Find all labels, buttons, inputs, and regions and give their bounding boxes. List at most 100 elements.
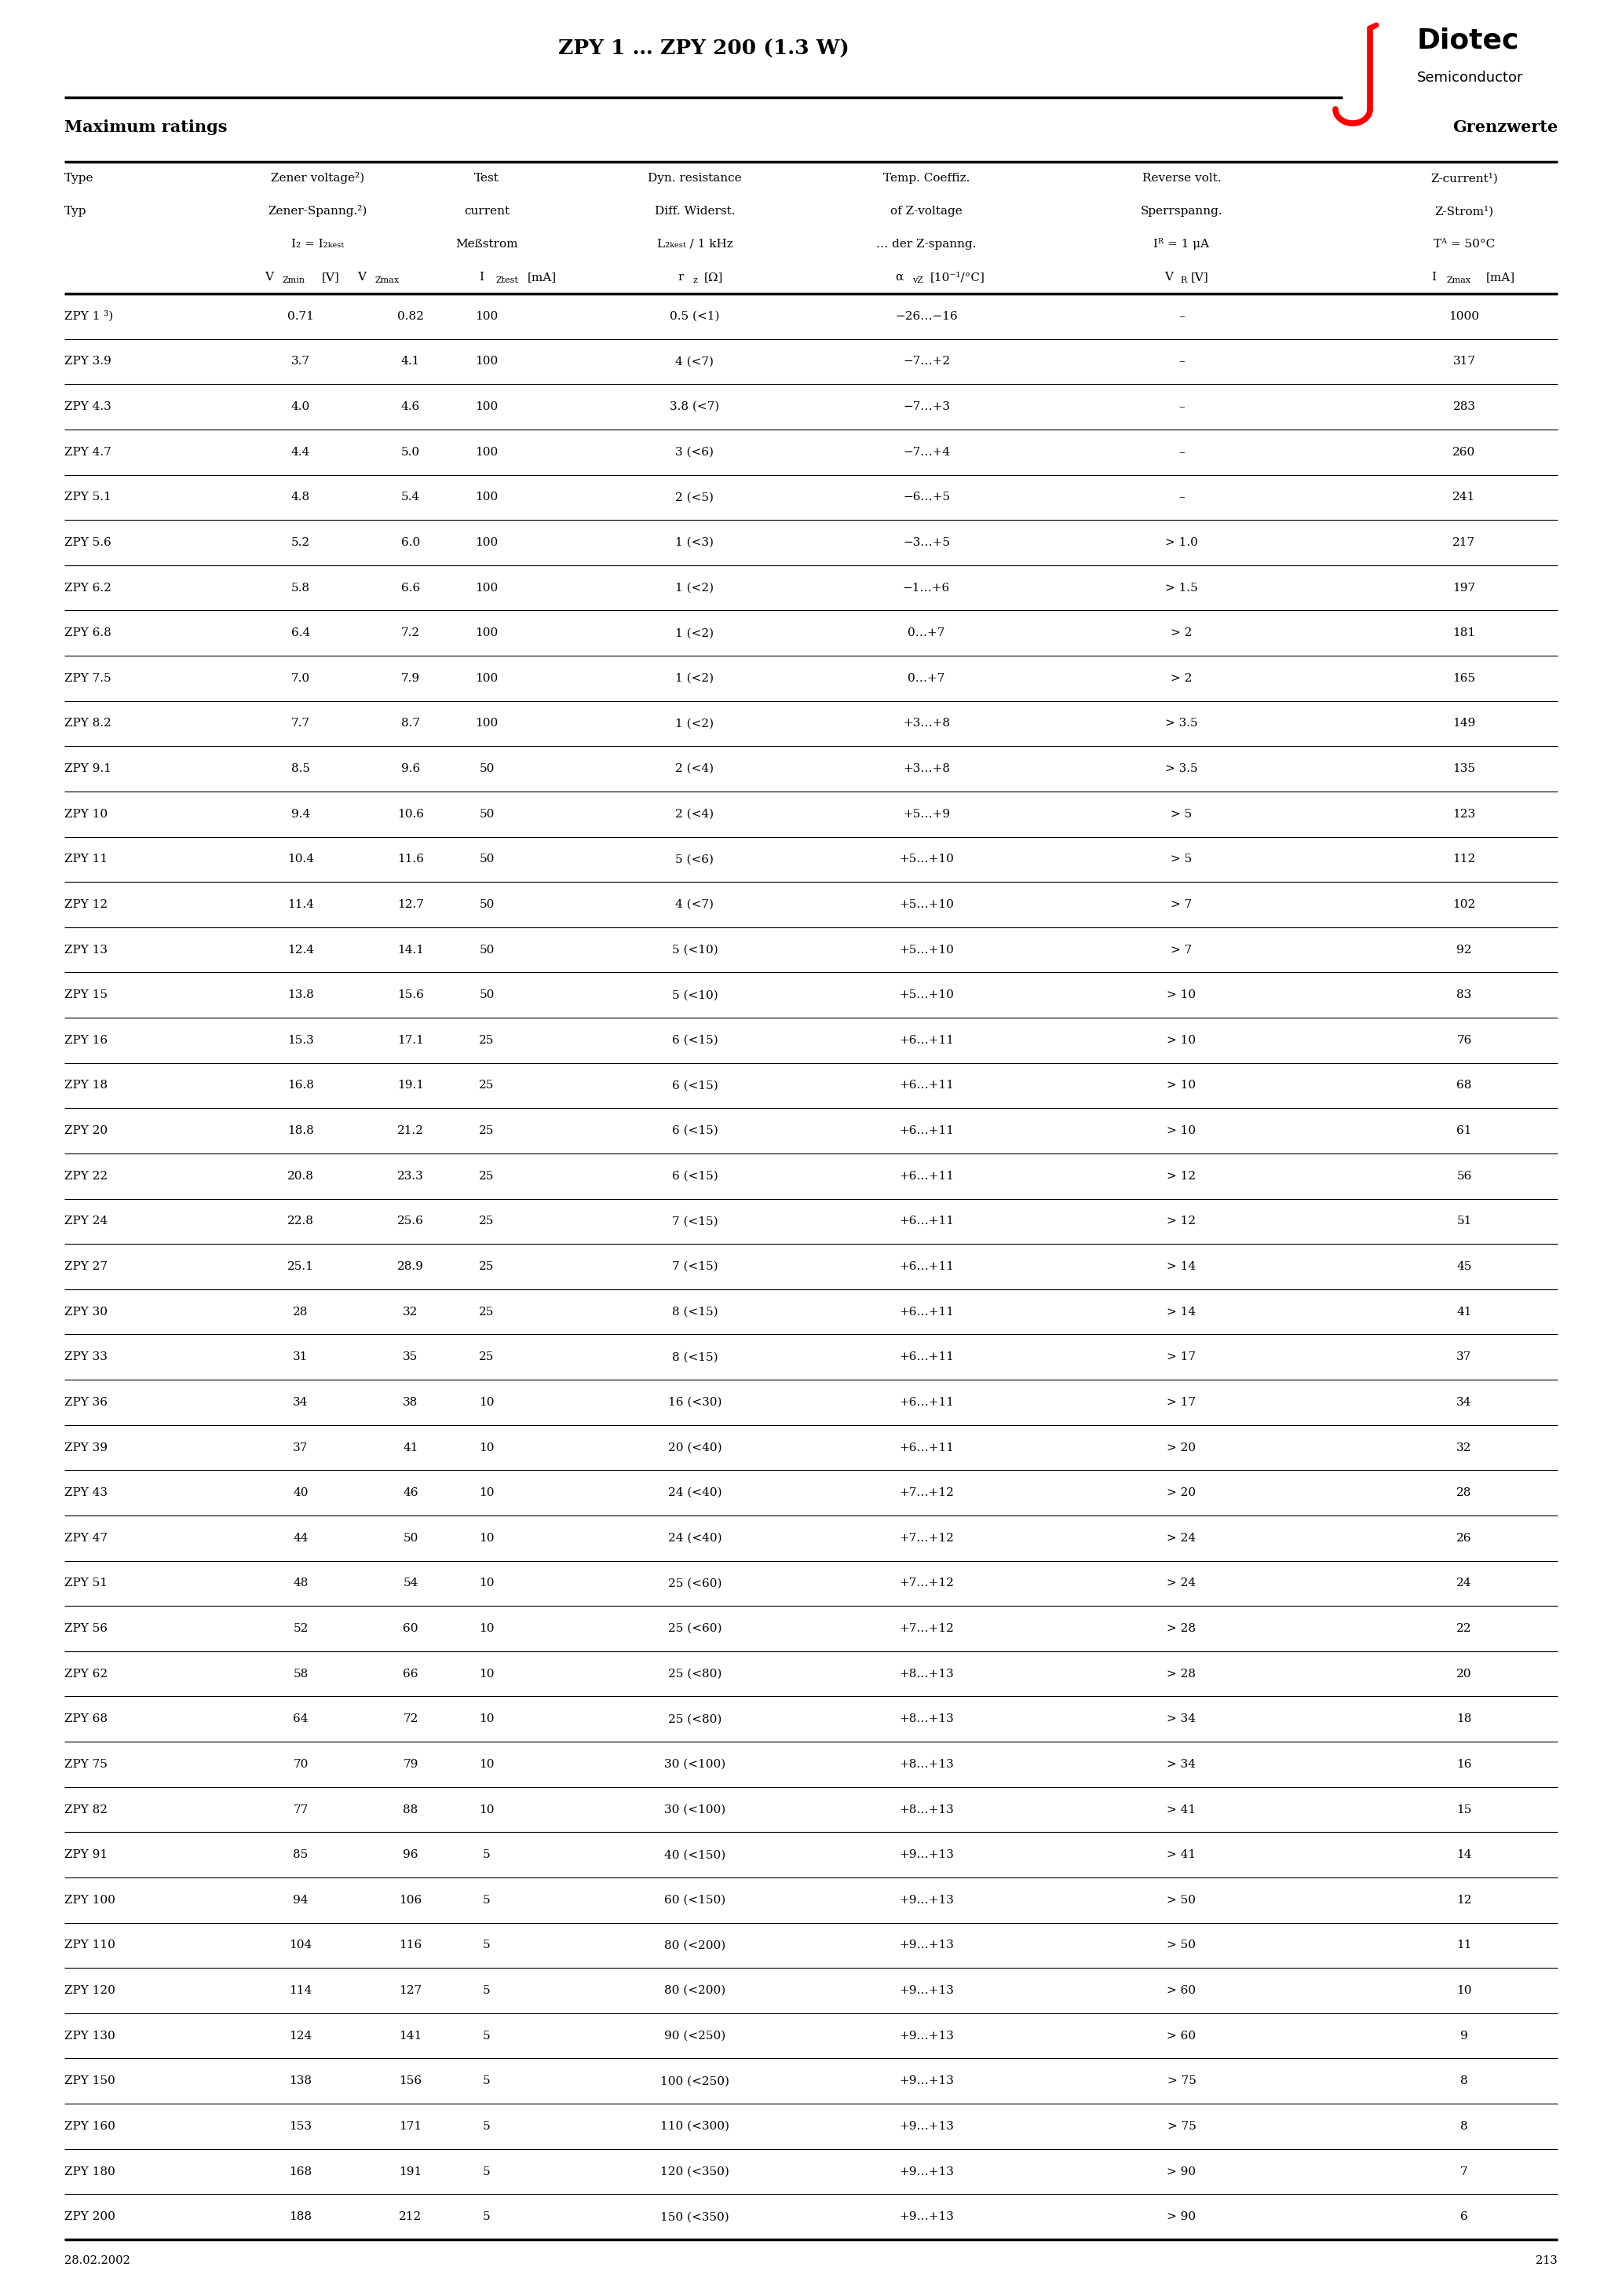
- Text: 100: 100: [475, 310, 498, 321]
- Text: +3…+8: +3…+8: [903, 719, 950, 730]
- Text: 212: 212: [399, 2211, 422, 2223]
- Text: ZPY 10: ZPY 10: [65, 808, 107, 820]
- Text: 8: 8: [1460, 2122, 1468, 2131]
- Text: ZPY 9.1: ZPY 9.1: [65, 762, 112, 774]
- Text: 83: 83: [1457, 990, 1471, 1001]
- Text: 10: 10: [478, 1442, 495, 1453]
- Text: Tᴬ = 50°C: Tᴬ = 50°C: [1434, 239, 1495, 250]
- Text: 24: 24: [1457, 1577, 1471, 1589]
- Text: 171: 171: [399, 2122, 422, 2131]
- Text: > 10: > 10: [1166, 1125, 1195, 1137]
- Text: −7…+4: −7…+4: [903, 445, 950, 457]
- Text: L₂ₖₑₛₜ / 1 kHz: L₂ₖₑₛₜ / 1 kHz: [657, 239, 733, 250]
- Text: 5 (<10): 5 (<10): [672, 990, 719, 1001]
- Text: z: z: [693, 276, 697, 285]
- Text: ZPY 5.6: ZPY 5.6: [65, 537, 112, 549]
- Text: 22.8: 22.8: [287, 1217, 315, 1226]
- Text: Temp. Coeffiz.: Temp. Coeffiz.: [882, 172, 970, 184]
- Text: 22: 22: [1457, 1623, 1471, 1635]
- Text: +6…+11: +6…+11: [899, 1125, 954, 1137]
- Text: > 90: > 90: [1166, 2211, 1195, 2223]
- Text: 88: 88: [402, 1805, 418, 1816]
- Text: > 60: > 60: [1166, 1986, 1195, 1995]
- Text: ZPY 30: ZPY 30: [65, 1306, 107, 1318]
- Text: 10: 10: [478, 1805, 495, 1816]
- Text: –: –: [1179, 445, 1184, 457]
- Text: 52: 52: [294, 1623, 308, 1635]
- Text: ZPY 13: ZPY 13: [65, 944, 107, 955]
- Text: 12.7: 12.7: [397, 900, 423, 909]
- Text: 34: 34: [1457, 1396, 1471, 1407]
- Text: Diff. Widerst.: Diff. Widerst.: [655, 207, 735, 216]
- Text: 61: 61: [1457, 1125, 1471, 1137]
- Text: 16.8: 16.8: [287, 1079, 315, 1091]
- Text: 25 (<80): 25 (<80): [668, 1669, 722, 1678]
- Text: vZ: vZ: [912, 276, 923, 285]
- Text: 31: 31: [294, 1352, 308, 1362]
- Text: 25: 25: [478, 1171, 495, 1182]
- Text: ZPY 16: ZPY 16: [65, 1035, 107, 1045]
- Text: 5: 5: [483, 1940, 490, 1952]
- Text: −7…+2: −7…+2: [903, 356, 950, 367]
- Text: 50: 50: [402, 1531, 418, 1543]
- Text: −6…+5: −6…+5: [903, 491, 950, 503]
- Text: 77: 77: [294, 1805, 308, 1816]
- Text: 66: 66: [402, 1669, 418, 1678]
- Text: 25: 25: [478, 1352, 495, 1362]
- Text: 32: 32: [1457, 1442, 1471, 1453]
- Text: 5: 5: [483, 2211, 490, 2223]
- Text: ZPY 43: ZPY 43: [65, 1488, 107, 1499]
- Text: Zmax: Zmax: [1447, 276, 1471, 285]
- Text: 50: 50: [478, 808, 495, 820]
- Text: 85: 85: [294, 1848, 308, 1860]
- Text: +5…+10: +5…+10: [899, 854, 954, 866]
- Text: 6: 6: [1460, 2211, 1468, 2223]
- Text: 50: 50: [478, 762, 495, 774]
- Text: 0.82: 0.82: [397, 310, 423, 321]
- Text: 79: 79: [402, 1759, 418, 1770]
- Text: 2 (<5): 2 (<5): [676, 491, 714, 503]
- Text: 10: 10: [478, 1531, 495, 1543]
- Text: +8…+13: +8…+13: [899, 1805, 954, 1816]
- Text: +3…+8: +3…+8: [903, 762, 950, 774]
- Text: ZPY 150: ZPY 150: [65, 2076, 115, 2087]
- Text: 2 (<4): 2 (<4): [675, 808, 714, 820]
- Text: 5.2: 5.2: [292, 537, 310, 549]
- Text: 1 (<3): 1 (<3): [676, 537, 714, 549]
- Text: ZPY 100: ZPY 100: [65, 1894, 115, 1906]
- Text: > 20: > 20: [1166, 1442, 1195, 1453]
- Text: Iᴿ = 1 μA: Iᴿ = 1 μA: [1153, 239, 1210, 250]
- Text: 76: 76: [1457, 1035, 1471, 1045]
- Text: −1…+6: −1…+6: [903, 583, 950, 592]
- Text: +5…+10: +5…+10: [899, 944, 954, 955]
- Text: 5: 5: [483, 1848, 490, 1860]
- Text: 0…+7: 0…+7: [908, 627, 946, 638]
- Text: +9…+13: +9…+13: [899, 2165, 954, 2177]
- Text: ZPY 6.2: ZPY 6.2: [65, 583, 112, 592]
- Text: I: I: [1431, 271, 1435, 282]
- Text: 11.6: 11.6: [397, 854, 423, 866]
- Text: > 60: > 60: [1166, 2030, 1195, 2041]
- Text: [V]: [V]: [321, 271, 339, 282]
- Text: 5: 5: [483, 2122, 490, 2131]
- Text: 17.1: 17.1: [397, 1035, 423, 1045]
- Text: 25: 25: [478, 1035, 495, 1045]
- Text: ZPY 22: ZPY 22: [65, 1171, 107, 1182]
- Text: > 24: > 24: [1166, 1531, 1195, 1543]
- Text: +7…+12: +7…+12: [899, 1623, 954, 1635]
- Text: I₂ = I₂ₖₑₛₜ: I₂ = I₂ₖₑₛₜ: [292, 239, 344, 250]
- Text: 20.8: 20.8: [287, 1171, 315, 1182]
- Text: > 41: > 41: [1166, 1848, 1195, 1860]
- Text: ZPY 200: ZPY 200: [65, 2211, 115, 2223]
- Text: ZPY 8.2: ZPY 8.2: [65, 719, 112, 730]
- Text: 60 (<150): 60 (<150): [663, 1894, 725, 1906]
- Text: 48: 48: [294, 1577, 308, 1589]
- Text: > 7: > 7: [1171, 944, 1192, 955]
- Text: 15.3: 15.3: [287, 1035, 315, 1045]
- Text: 24 (<40): 24 (<40): [668, 1531, 722, 1543]
- Text: 4.1: 4.1: [401, 356, 420, 367]
- Text: r: r: [678, 271, 683, 282]
- Text: 25 (<80): 25 (<80): [668, 1713, 722, 1724]
- Text: 25: 25: [478, 1079, 495, 1091]
- Text: 100: 100: [475, 583, 498, 592]
